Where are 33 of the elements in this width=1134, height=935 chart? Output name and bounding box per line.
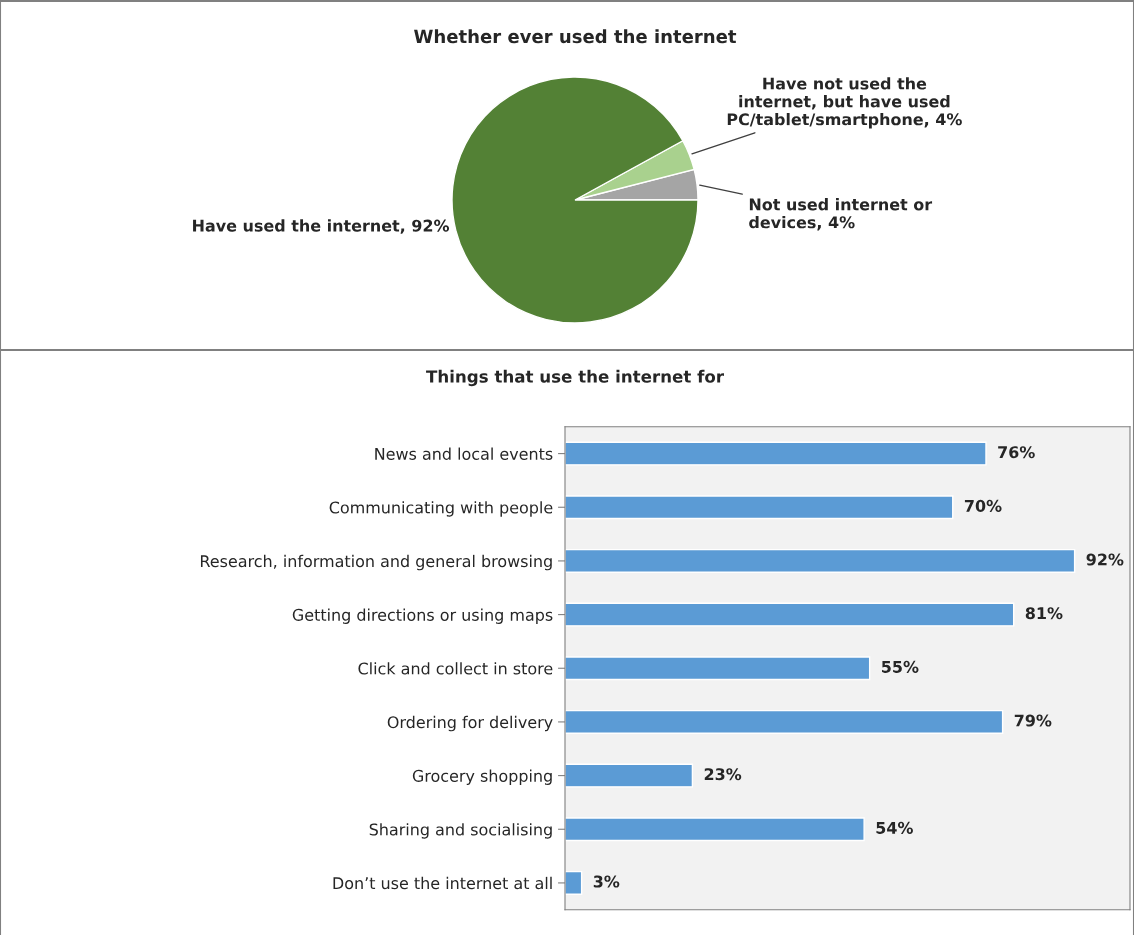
data-label: 92%: [1086, 553, 1124, 566]
y-tick-label: Click and collect in store: [358, 662, 553, 675]
slice-label: Have used the internet, 92%: [193, 219, 450, 234]
bar: [565, 495, 954, 520]
bar: [565, 817, 865, 842]
y-tick-label: Don’t use the internet at all: [333, 876, 552, 890]
data-label: 54%: [876, 821, 913, 834]
y-tick-label: Ordering for delivery: [387, 715, 553, 732]
data-label: 81%: [1025, 607, 1063, 620]
pie-slice: [451, 76, 699, 324]
bar: [565, 763, 694, 788]
y-tick-label: Getting directions or using maps: [292, 608, 553, 624]
data-label: 76%: [998, 446, 1035, 459]
data-label: 70%: [964, 499, 1002, 512]
bar: [565, 548, 1076, 573]
data-label: 79%: [1014, 714, 1052, 727]
y-tick-label: Sharing and socialising: [369, 823, 552, 839]
bar: [565, 602, 1015, 627]
y-tick-label: Research, information and general browsing: [200, 554, 552, 571]
chart-title: Whether ever used the internet: [414, 29, 737, 44]
bar: [565, 441, 987, 466]
data-label: 3%: [593, 875, 620, 888]
y-tick-label: Communicating with people: [329, 501, 553, 517]
y-tick-label: News and local events: [375, 447, 553, 460]
y-tick-label: Grocery shopping: [412, 769, 552, 785]
slice-label: Have not used the internet, but have used PC/tablet/smartphone, 4%: [727, 77, 962, 129]
bar: [565, 870, 583, 895]
bar: [565, 709, 1004, 734]
slice-label: Not used internet or devices, 4%: [749, 198, 933, 231]
bar: [565, 656, 871, 681]
data-label: 23%: [704, 768, 742, 781]
data-label: 55%: [882, 660, 919, 673]
chart-title: Things that use the internet for: [426, 369, 724, 387]
